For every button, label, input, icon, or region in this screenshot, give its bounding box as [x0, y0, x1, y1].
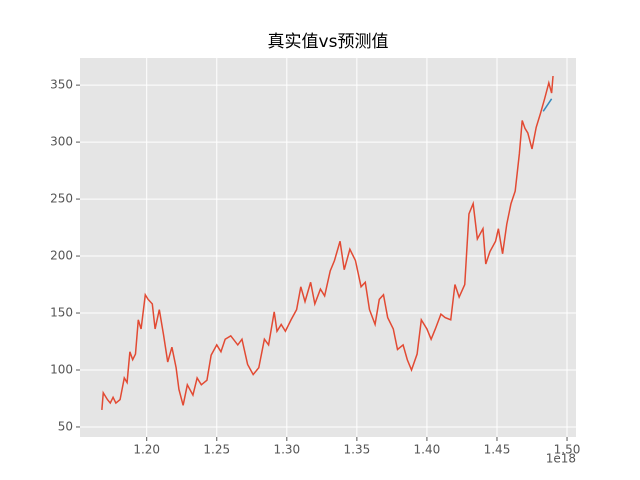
x-tick-label: 1.20 — [133, 443, 160, 457]
x-tick-label: 1.25 — [203, 443, 230, 457]
x-tick-label: 1.40 — [414, 443, 441, 457]
y-tick-label: 300 — [50, 135, 73, 149]
x-offset-label: 1e18 — [546, 452, 576, 466]
x-tick-label: 1.50 — [554, 443, 581, 457]
y-tick-label: 200 — [50, 249, 73, 263]
y-tick-label: 150 — [50, 306, 73, 320]
x-tick-label: 1.30 — [273, 443, 300, 457]
plot-area — [80, 58, 576, 437]
y-tick-label: 250 — [50, 192, 73, 206]
series-line — [542, 98, 553, 112]
x-tick-label: 1.35 — [344, 443, 371, 457]
y-tick-label: 350 — [50, 78, 73, 92]
x-tick-label: 1.45 — [484, 443, 511, 457]
y-tick-label: 100 — [50, 362, 73, 376]
y-tick-label: 50 — [58, 419, 73, 433]
chart-title: 真实值vs预测值 — [268, 32, 389, 52]
series-line — [101, 75, 554, 410]
